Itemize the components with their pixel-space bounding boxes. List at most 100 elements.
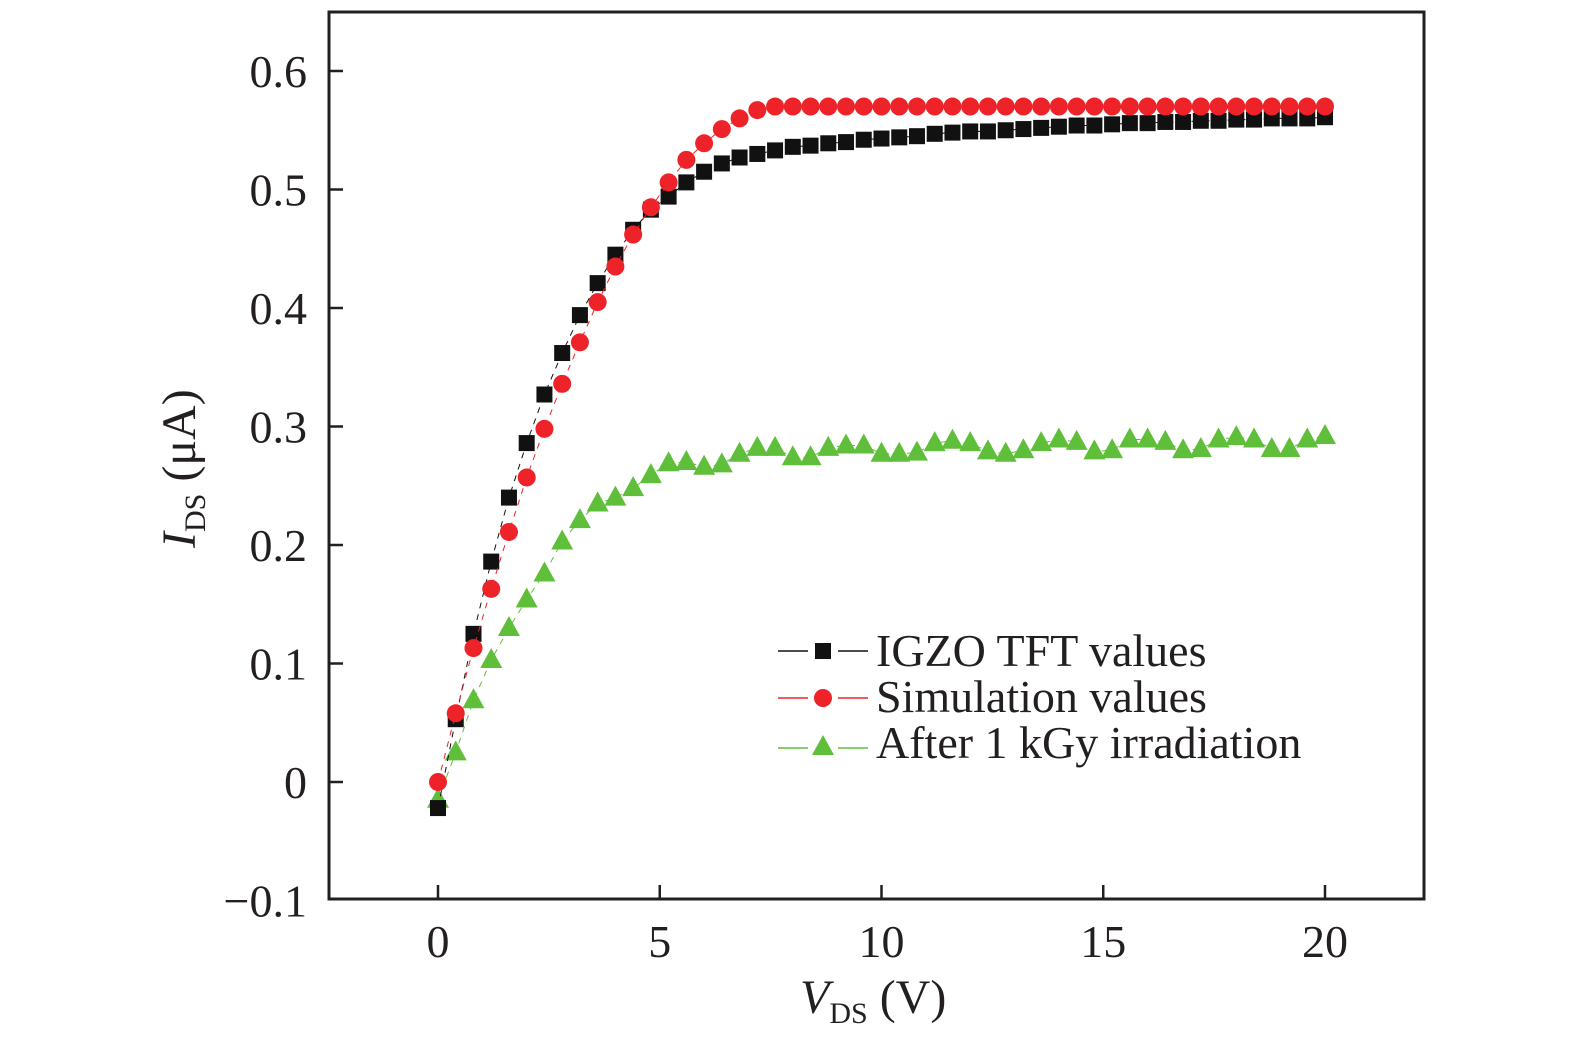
y-axis-title: IDS (μA) <box>153 389 212 549</box>
x-tick-label: 20 <box>1302 916 1348 967</box>
data-point-circle <box>1103 97 1122 116</box>
data-point-square <box>1175 113 1192 130</box>
data-point-square <box>1068 117 1085 134</box>
y-tick-label: 0.3 <box>250 402 308 453</box>
data-point-square <box>713 155 730 172</box>
data-point-square <box>979 123 996 140</box>
data-point-circle <box>695 134 714 153</box>
legend-label-irradiation: After 1 kGy irradiation <box>876 717 1301 768</box>
data-point-circle <box>730 109 749 128</box>
data-point-triangle <box>1296 427 1319 448</box>
data-point-triangle <box>1278 437 1301 458</box>
data-point-square <box>1139 115 1156 132</box>
legend-item-irradiation: After 1 kGy irradiation <box>778 717 1301 768</box>
data-point-circle <box>1280 97 1299 116</box>
data-point-square <box>1210 112 1227 129</box>
y-tick-label: 0.6 <box>250 46 308 97</box>
data-point-square <box>571 307 588 324</box>
data-point-circle <box>1049 97 1068 116</box>
data-point-triangle <box>622 476 645 497</box>
data-point-triangle <box>462 688 485 709</box>
data-point-circle <box>535 419 554 438</box>
data-point-triangle <box>444 740 467 761</box>
data-point-square <box>820 135 837 152</box>
data-point-square <box>660 188 677 205</box>
y-axis-title-subscript: DS <box>179 494 212 532</box>
x-tick-label: 5 <box>648 916 671 967</box>
data-point-triangle <box>1065 429 1088 450</box>
legend-item-simulation: Simulation values <box>778 671 1207 722</box>
data-point-square <box>554 345 571 362</box>
data-point-circle <box>624 225 643 244</box>
data-point-circle <box>819 97 838 116</box>
data-point-square <box>802 137 819 154</box>
data-point-triangle <box>1101 438 1124 459</box>
data-point-circle <box>1120 97 1139 116</box>
data-point-square <box>855 131 872 148</box>
y-axis-ticks: −0.1 0 0.1 0.2 0.3 0.4 0.5 0.6 <box>224 46 343 927</box>
data-point-triangle <box>675 450 698 471</box>
data-point-square <box>518 435 535 452</box>
plot-frame <box>327 10 1426 901</box>
data-point-circle <box>854 97 873 116</box>
x-axis-title: VDS (V) <box>800 971 946 1030</box>
data-point-circle <box>1174 97 1193 116</box>
data-point-circle <box>1067 97 1086 116</box>
data-point-triangle <box>923 431 946 452</box>
data-point-square <box>767 142 784 159</box>
data-point-circle <box>801 97 820 116</box>
x-tick-label: 10 <box>859 916 905 967</box>
data-point-circle <box>783 97 802 116</box>
x-axis-title-unit: (V) <box>868 971 947 1024</box>
data-point-circle <box>1227 97 1246 116</box>
data-point-triangle <box>533 561 556 582</box>
data-point-circle <box>1085 97 1104 116</box>
x-tick-label: 15 <box>1080 916 1126 967</box>
data-point-triangle <box>604 485 627 506</box>
data-point-triangle <box>905 440 928 461</box>
data-point-circle <box>978 97 997 116</box>
data-point-triangle <box>1047 427 1070 448</box>
data-point-square <box>483 553 500 570</box>
legend: IGZO TFT values Simulation values After … <box>778 625 1301 768</box>
data-point-circle <box>872 97 891 116</box>
data-point-triangle <box>1314 423 1336 444</box>
data-point-circle <box>553 374 572 393</box>
data-point-circle <box>1138 97 1157 116</box>
series-layer <box>427 97 1336 817</box>
data-point-circle <box>766 97 785 116</box>
data-point-triangle <box>799 445 822 466</box>
data-point-triangle <box>1260 437 1283 458</box>
data-point-triangle <box>870 441 893 462</box>
data-point-square <box>589 275 606 292</box>
data-point-circle <box>641 198 660 217</box>
data-point-circle <box>748 101 767 120</box>
data-point-square <box>962 123 979 140</box>
data-point-triangle <box>1083 439 1106 460</box>
data-point-square <box>1228 111 1245 128</box>
data-point-triangle <box>568 508 591 529</box>
x-axis-ticks: 0 5 10 15 20 <box>427 885 1348 967</box>
data-point-square <box>1015 121 1032 138</box>
data-point-circle <box>1316 97 1334 116</box>
plot-border <box>327 10 1426 901</box>
data-point-square <box>749 145 766 162</box>
data-point-circle <box>1191 97 1210 116</box>
data-point-circle <box>517 468 536 487</box>
data-point-triangle <box>515 587 538 608</box>
data-point-triangle <box>586 491 609 512</box>
data-point-triangle <box>1154 429 1177 450</box>
legend-label-igzo: IGZO TFT values <box>876 625 1207 676</box>
x-axis-title-main: V <box>800 971 834 1024</box>
data-point-circle <box>1298 97 1317 116</box>
data-point-triangle <box>710 452 733 473</box>
data-point-square <box>1104 116 1121 133</box>
series-circle <box>429 97 1334 791</box>
y-tick-label: 0.4 <box>250 283 308 334</box>
data-point-square <box>678 174 695 191</box>
data-point-triangle <box>817 435 840 456</box>
data-point-triangle <box>1172 438 1195 459</box>
data-point-circle <box>588 293 607 312</box>
data-point-square <box>1157 113 1174 130</box>
